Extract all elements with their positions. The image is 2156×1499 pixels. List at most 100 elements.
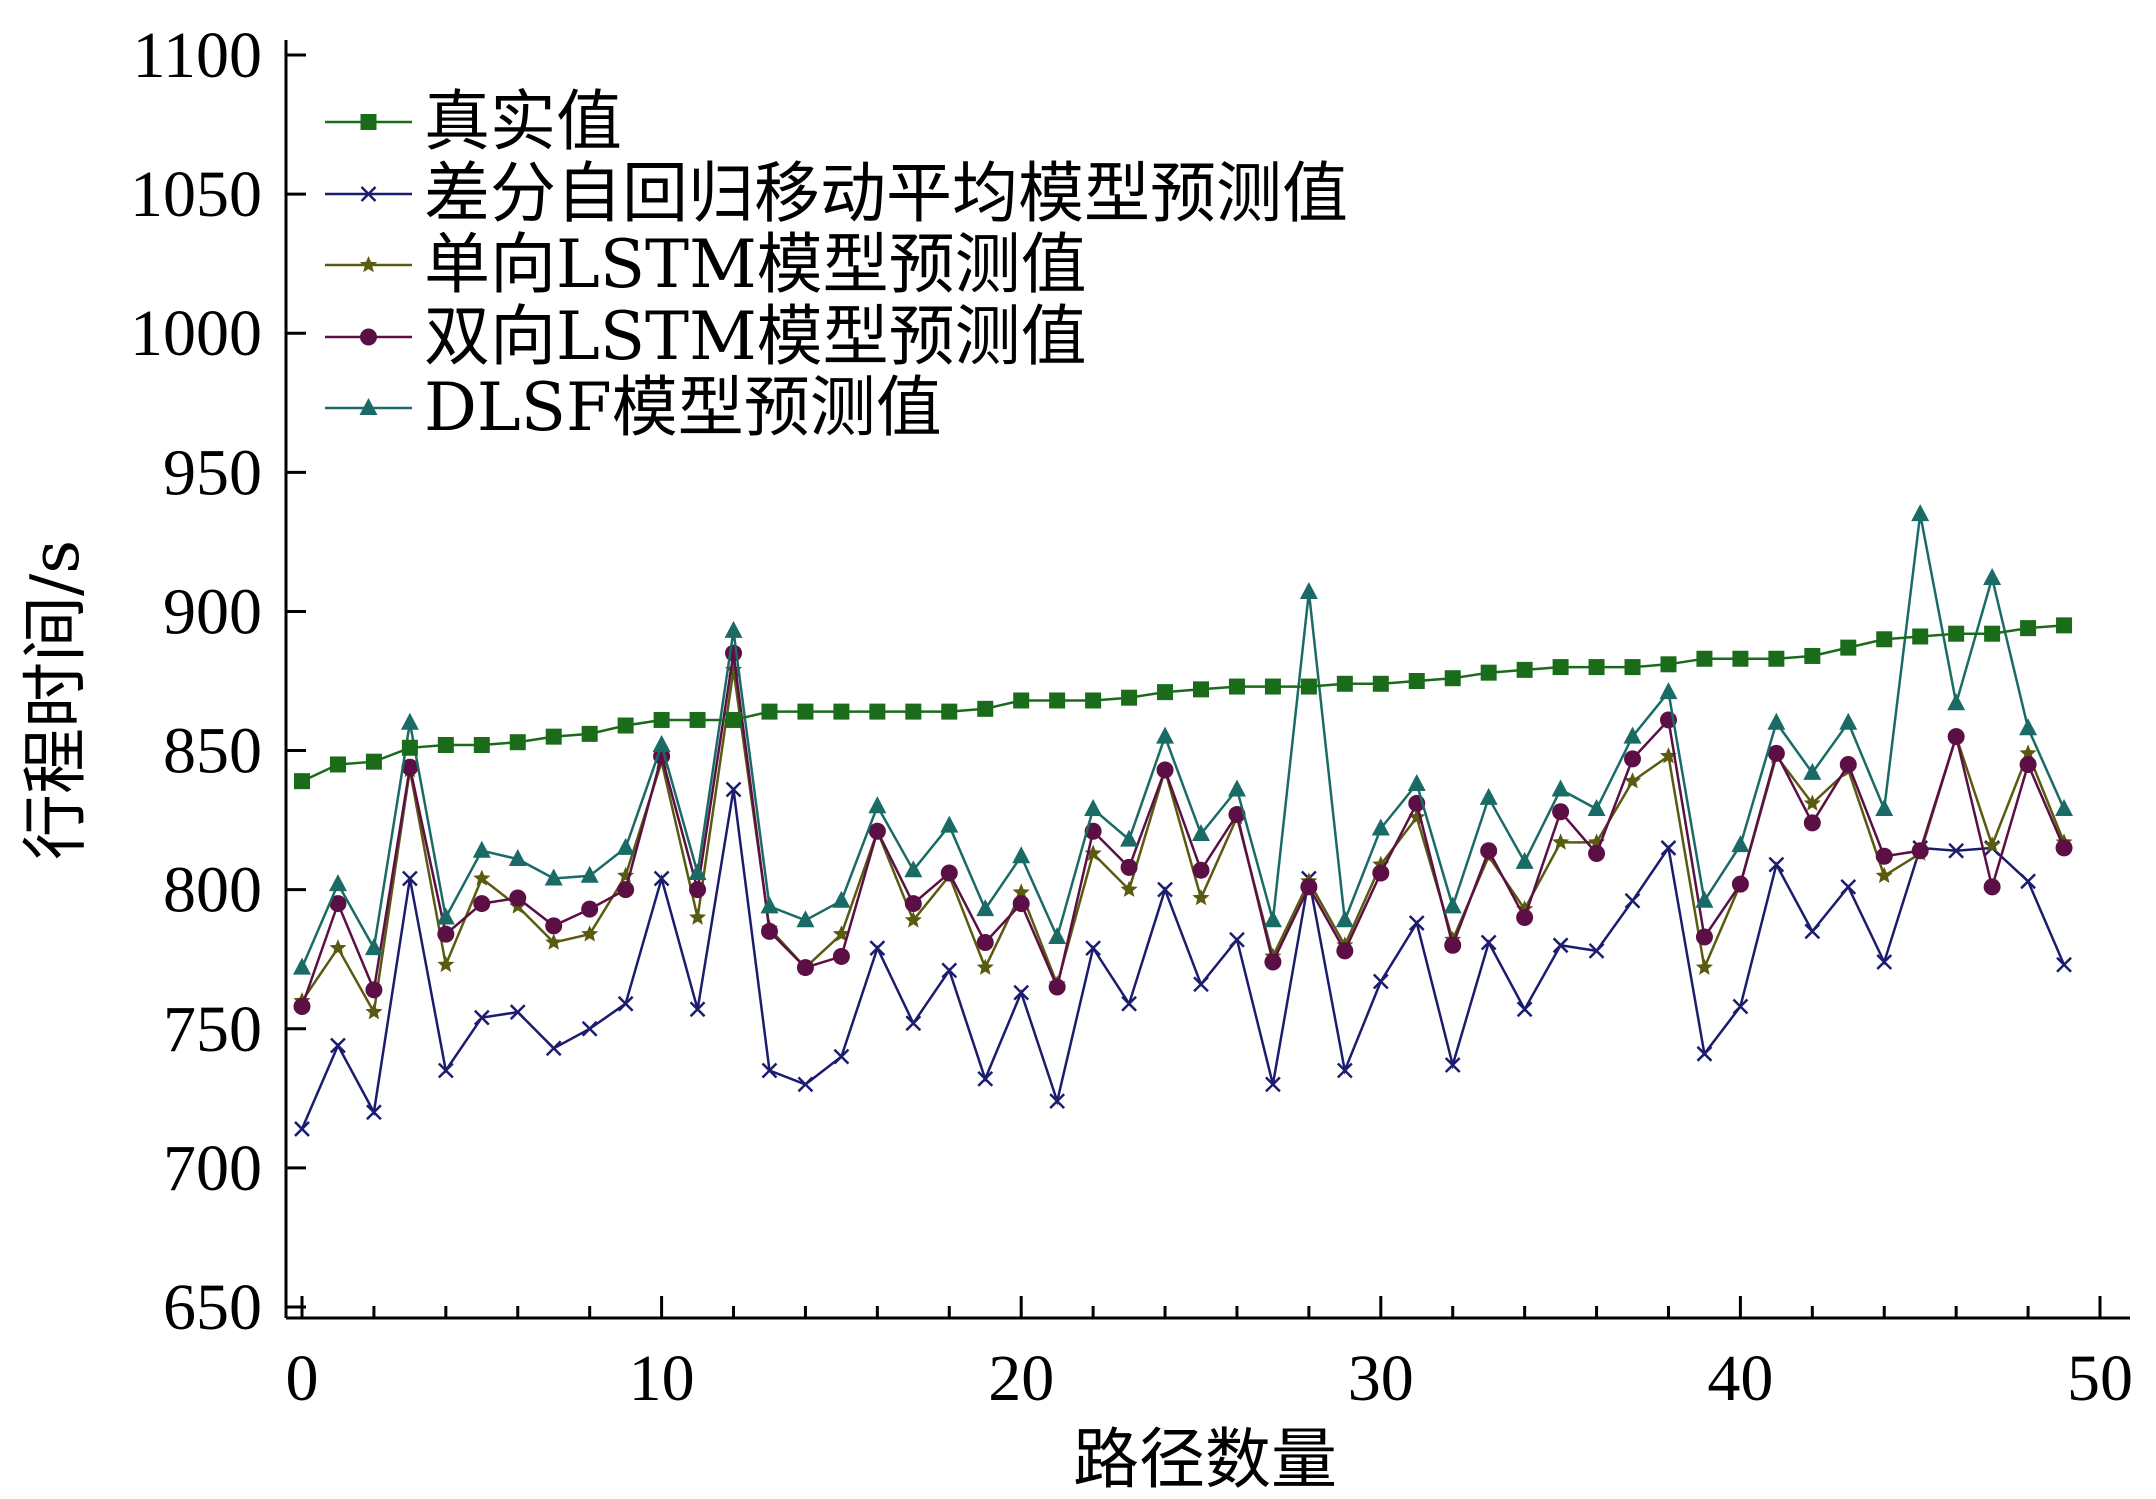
data-point [329, 895, 347, 913]
data-point [401, 739, 418, 756]
data-point [1876, 954, 1893, 970]
data-point [1408, 915, 1425, 931]
y-tick-label: 1100 [132, 19, 262, 92]
data-point [1660, 840, 1677, 856]
data-point [329, 756, 346, 773]
data-point [328, 874, 347, 892]
data-point [1983, 836, 2001, 853]
y-tick-label: 1050 [130, 158, 262, 231]
series-line [301, 624, 2065, 783]
data-point [905, 1015, 922, 1032]
data-point [1659, 682, 1678, 700]
series-3 [293, 644, 2073, 1016]
legend: 真实值差分自回归移动平均模型预测值单向LSTM模型预测值双向LSTM模型预测值D… [325, 83, 1348, 446]
data-point [1875, 798, 1894, 816]
data-point [617, 717, 634, 734]
data-point [1947, 728, 1965, 746]
data-point [1732, 650, 1749, 667]
data-point [1335, 910, 1354, 928]
data-point [1372, 973, 1389, 990]
data-point [1480, 664, 1497, 681]
data-point [1983, 568, 2002, 586]
data-point [1156, 726, 1175, 744]
y-tick-label: 700 [163, 1132, 262, 1205]
data-point [1120, 858, 1138, 876]
series-1 [294, 781, 2072, 1137]
data-point [473, 869, 491, 886]
data-point [1299, 581, 1318, 599]
data-point [1479, 787, 1498, 805]
data-point [1911, 842, 1929, 860]
data-point [1803, 762, 1822, 780]
y-axis-title: 行程时间/s [17, 540, 94, 860]
data-point [1156, 761, 1174, 779]
data-point [437, 955, 455, 973]
data-point [1731, 875, 1749, 893]
data-point [689, 908, 707, 925]
legend-item: 单向LSTM模型预测值 [325, 226, 1087, 303]
data-point [1876, 631, 1893, 648]
data-point [472, 840, 491, 858]
data-point [976, 934, 994, 952]
data-point [616, 837, 635, 855]
data-point [832, 890, 851, 908]
y-tick-label: 1000 [130, 297, 262, 370]
data-point [1516, 1001, 1533, 1018]
data-point [868, 822, 886, 840]
data-point [1228, 678, 1245, 695]
data-point [1588, 942, 1605, 959]
data-point [1947, 693, 1966, 711]
data-point [294, 773, 310, 790]
data-point [1516, 908, 1534, 926]
data-point [2019, 744, 2037, 761]
data-point [868, 796, 887, 814]
legend-label: 差分自回归移动平均模型预测值 [424, 155, 1348, 232]
chart-axes [284, 40, 2130, 1320]
series-2 [293, 660, 2073, 1020]
data-point [1552, 937, 1569, 954]
data-point [976, 899, 995, 917]
data-point [904, 911, 922, 928]
data-point [832, 925, 850, 942]
x-tick-label: 50 [2067, 1342, 2133, 1415]
data-point [617, 881, 635, 899]
data-point [2056, 956, 2072, 973]
data-point [1695, 958, 1713, 975]
legend-marker [359, 256, 378, 273]
legend-marker [359, 398, 378, 415]
data-point [545, 917, 563, 935]
data-point [1948, 842, 1965, 859]
legend-label: 双向LSTM模型预测值 [424, 298, 1087, 375]
data-point [1265, 1076, 1281, 1093]
data-point [1444, 1057, 1461, 1073]
data-point [1695, 890, 1714, 908]
data-point [976, 958, 994, 975]
data-point [2020, 873, 2036, 890]
data-point [1624, 772, 1642, 789]
data-point [581, 925, 599, 942]
data-point [833, 1048, 850, 1065]
data-point [400, 712, 419, 730]
data-point [1157, 881, 1173, 898]
data-point [1372, 855, 1390, 872]
legend-item: 双向LSTM模型预测值 [325, 298, 1087, 375]
x-tick-label: 0 [286, 1342, 319, 1415]
data-point [509, 734, 526, 751]
data-point [364, 938, 383, 956]
data-point [1840, 639, 1857, 656]
data-point [581, 1020, 598, 1037]
series-4 [293, 504, 2074, 975]
y-tick-label: 950 [163, 436, 262, 509]
data-point [1696, 650, 1713, 667]
legend-item: 真实值 [325, 83, 622, 160]
data-point [1012, 846, 1031, 864]
data-point [1371, 818, 1390, 836]
y-tick-label: 750 [163, 993, 262, 1066]
data-point [1013, 692, 1030, 709]
data-point [545, 933, 563, 950]
data-point [1300, 878, 1318, 896]
data-point [1515, 851, 1534, 869]
data-point [1624, 750, 1642, 768]
data-point [1983, 878, 2001, 896]
data-point [1587, 798, 1606, 816]
